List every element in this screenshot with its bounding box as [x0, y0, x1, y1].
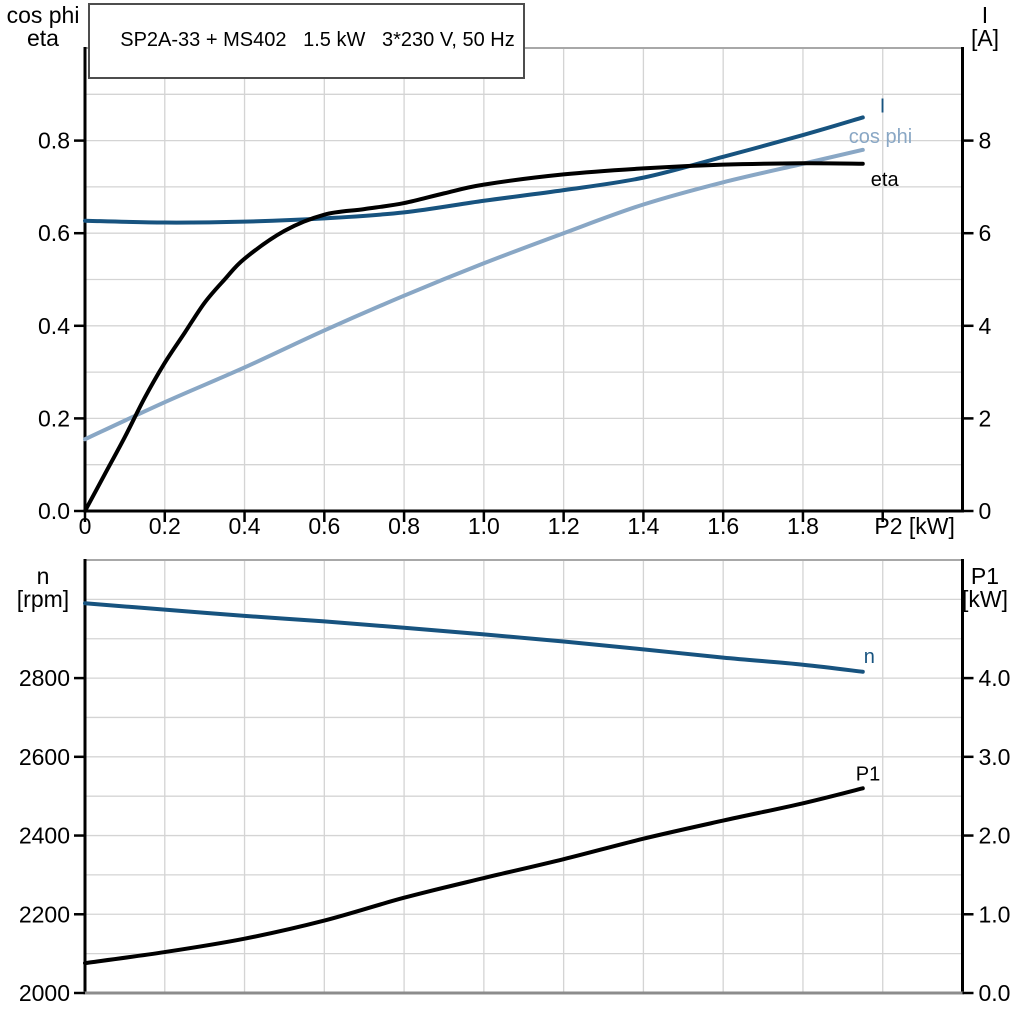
- left-tick-label: 0.8: [38, 128, 70, 154]
- top-right-axis-title-line1: I: [981, 2, 989, 28]
- series-eta: eta: [83, 161, 900, 513]
- series-label: I: [880, 95, 886, 117]
- x-axis-title: P2 [kW]: [874, 513, 955, 539]
- top-left-axis-title-line2: eta: [27, 25, 59, 51]
- series-P1: P1: [83, 763, 880, 966]
- x-tick-label: 1.4: [627, 513, 659, 539]
- bottom-left-axis-title-line2: [rpm]: [16, 586, 70, 612]
- bottom-right-axis-title-line2: [kW]: [962, 586, 1008, 612]
- right-tick-label: 8: [979, 128, 992, 154]
- axes: 2000 2200 2400 2600 2800 0.0 1.0 2.0 3.0 4.0: [19, 559, 1011, 1006]
- right-tick-label: 0: [979, 498, 992, 524]
- left-tick-label: 2200: [19, 901, 70, 927]
- right-tick-label: 4.0: [979, 665, 1011, 691]
- series-curve: [83, 161, 865, 513]
- bottom-left-axis-title-line1: n: [36, 563, 50, 589]
- left-tick-label: 2800: [19, 665, 70, 691]
- series-curve: [83, 147, 865, 442]
- x-tick-label: 1.6: [707, 513, 739, 539]
- right-tick-label: 3.0: [979, 744, 1011, 770]
- x-tick-label: 0.4: [229, 513, 261, 539]
- x-tick-label: 1.0: [468, 513, 500, 539]
- x-tick-label: 0.8: [388, 513, 420, 539]
- right-tick-label: 6: [979, 220, 992, 246]
- series-label: P1: [856, 763, 880, 785]
- left-tick-label: 0.6: [38, 220, 70, 246]
- top-left-axis-title: cos phi eta: [2, 4, 84, 50]
- left-tick-label: 2400: [19, 823, 70, 849]
- chart-title: SP2A-33 + MS402 1.5 kW 3*230 V, 50 Hz: [120, 29, 515, 51]
- top-right-axis-title: I [A]: [950, 4, 1020, 50]
- x-tick-label: 1.8: [787, 513, 819, 539]
- top-right-axis-title-line2: [A]: [970, 25, 1000, 51]
- right-tick-label: 0.0: [979, 980, 1011, 1006]
- series-label: n: [864, 646, 875, 668]
- series-label: eta: [871, 169, 900, 191]
- right-tick-label: 2: [979, 405, 992, 431]
- series-curve: [83, 115, 865, 225]
- axes: 0.0 0.2 0.4 0.6 0.8 0 2 4 6 8 0 0.2 0.4 0.6 0.8 1.0 1.2 1…: [38, 47, 992, 539]
- chart-title-box: SP2A-33 + MS402 1.5 kW 3*230 V, 50 Hz: [88, 3, 525, 79]
- series-curve: [83, 786, 865, 966]
- chart-speed-power-bottom: 2000 2200 2400 2600 2800 0.0 1.0 2.0 3.0 4.0 n P1: [19, 559, 1011, 1006]
- top-left-axis-title-line1: cos phi: [6, 2, 80, 28]
- x-tick-label: 0.6: [308, 513, 340, 539]
- series-label: cos phi: [849, 126, 912, 148]
- x-tick-label: 0.2: [149, 513, 181, 539]
- left-tick-label: 0.2: [38, 405, 70, 431]
- x-tick-label: 0: [79, 513, 92, 539]
- gridlines: [85, 48, 963, 511]
- gridlines: [85, 560, 963, 993]
- left-tick-label: 2000: [19, 980, 70, 1006]
- right-tick-label: 1.0: [979, 901, 1011, 927]
- series-cos-phi: cos phi: [83, 126, 912, 442]
- left-tick-label: 0.4: [38, 313, 70, 339]
- x-tick-label: 1.2: [548, 513, 580, 539]
- series-I: I: [83, 95, 886, 225]
- right-tick-label: 4: [979, 313, 992, 339]
- left-tick-label: 2600: [19, 744, 70, 770]
- left-tick-label: 0.0: [38, 498, 70, 524]
- right-tick-label: 2.0: [979, 823, 1011, 849]
- bottom-right-axis-title: P1 [kW]: [950, 565, 1020, 611]
- series-curve: [83, 601, 865, 674]
- bottom-left-axis-title: n [rpm]: [2, 565, 84, 611]
- series-n: n: [83, 601, 875, 674]
- chart-motor-performance-top: 0.0 0.2 0.4 0.6 0.8 0 2 4 6 8 0 0.2 0.4 0.6 0.8 1.0 1.2 1…: [38, 47, 992, 539]
- bottom-right-axis-title-line1: P1: [970, 563, 1000, 589]
